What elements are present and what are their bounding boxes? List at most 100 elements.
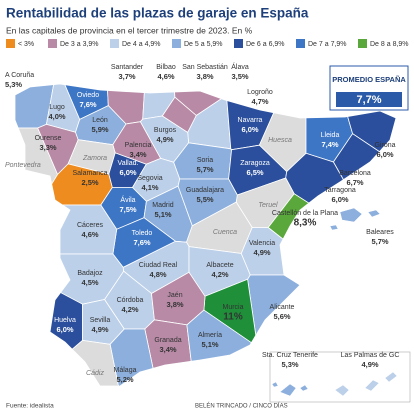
city-value: 5,7% [371,237,388,246]
province [15,204,118,255]
city-name: San Sebastián [182,64,228,71]
city-value: 3,7% [118,72,135,81]
city-value: 4,5% [81,278,98,287]
city-value: 5,2% [116,375,133,384]
source: Fuente: idealista [6,403,54,410]
city-value: 6,0% [331,195,348,204]
city-name: Santander [111,64,144,71]
city-name: Teruel [258,202,278,209]
city-name: Álava [231,62,249,71]
city-value: 4,2% [121,305,138,314]
city-name: Zamora [82,155,107,162]
city-name: Ávila [120,195,135,204]
island [271,381,279,388]
average-label: PROMEDIO ESPAÑA [332,75,406,84]
legend-swatch [234,39,243,48]
city-value: 7,4% [321,140,338,149]
city-value: 4,6% [81,230,98,239]
city-name: Burgos [154,127,177,134]
credit: BELÉN TRINCADO / CINCO DÍAS [195,403,288,410]
city-value: 3,3% [39,143,56,152]
city-value: 8,3% [294,218,317,229]
city-value: 4,7% [251,97,268,106]
city-name: Valencia [249,240,275,247]
city-name: Girona [374,142,395,149]
city-name: Cuenca [213,229,237,236]
city-name: Ourense [35,135,62,142]
city-name: Guadalajara [186,187,224,194]
city-value: 5,9% [91,125,108,134]
city-value: 4,0% [48,112,65,121]
legend-label: De 3 a 3,9% [60,41,99,48]
legend-label: De 8 a 8,9% [370,41,409,48]
island [384,371,398,383]
city-value: 6,7% [346,178,363,187]
city-value: 4,9% [91,325,108,334]
legend-label: De 7 a 7,9% [308,41,347,48]
city-value: 6,0% [241,125,258,134]
city-name: Barcelona [339,170,371,177]
island [334,384,350,397]
province [15,339,122,386]
city-name: Las Palmas de GC [341,352,400,359]
city-value: 3,4% [159,345,176,354]
city-name: Lleida [321,132,340,139]
average-bg [336,92,402,107]
city-name: Sevilla [90,317,111,324]
city-value: 5,3% [5,80,22,89]
city-name: Sta. Cruz Tenerife [262,352,318,359]
canarias-frame [269,351,411,403]
city-value: 3,4% [129,150,146,159]
city-value: 6,5% [246,168,263,177]
legend-label: < 3% [18,41,34,48]
island [299,384,309,392]
city-name: Tarragona [324,187,356,194]
city-value: 5,6% [273,312,290,321]
city-value: 4,1% [141,183,158,192]
city-name: Logroño [247,89,273,96]
city-value: 4,6% [157,72,174,81]
city-name: Granada [154,337,181,344]
city-value: 7,6% [133,238,150,247]
city-name: Salamanca [72,170,107,177]
city-value: 5,1% [201,340,218,349]
city-name: Segovia [137,175,162,182]
city-name: Oviedo [77,92,99,99]
legend-swatch [6,39,15,48]
city-value: 3,8% [196,72,213,81]
city-name: Badajoz [77,270,103,277]
city-name: Navarra [238,117,263,124]
city-name: Toledo [132,230,153,237]
city-name: Huesca [268,137,292,144]
legend-label: De 6 a 6,9% [246,41,285,48]
city-value: 7,6% [79,100,96,109]
city-name: A Coruña [5,72,34,79]
city-value: 4,9% [156,135,173,144]
city-name: Málaga [114,367,137,374]
island [364,379,380,392]
city-value: 4,9% [361,360,378,369]
city-name: Madrid [152,202,174,209]
city-name: Zaragoza [240,160,270,167]
city-name: Cáceres [77,222,104,229]
legend-swatch [296,39,305,48]
city-value: 6,0% [119,168,136,177]
city-name: Almería [198,332,222,339]
city-name: Palencia [125,142,152,149]
legend-swatch [172,39,181,48]
legend-label: De 5 a 5,9% [184,41,223,48]
city-value: 5,1% [154,210,171,219]
legend-label: De 4 a 4,9% [122,41,161,48]
city-name: Bilbao [156,64,176,71]
city-name: Castellón de la Plana [272,210,338,217]
legend-swatch [358,39,367,48]
average-value: 7,7% [356,94,381,106]
city-name: Ciudad Real [139,262,178,269]
city-value: 6,0% [376,150,393,159]
city-value: 11% [223,312,243,323]
city-value: 6,0% [56,325,73,334]
island [329,224,339,231]
city-name: Murcia [222,304,243,311]
island [279,383,297,397]
